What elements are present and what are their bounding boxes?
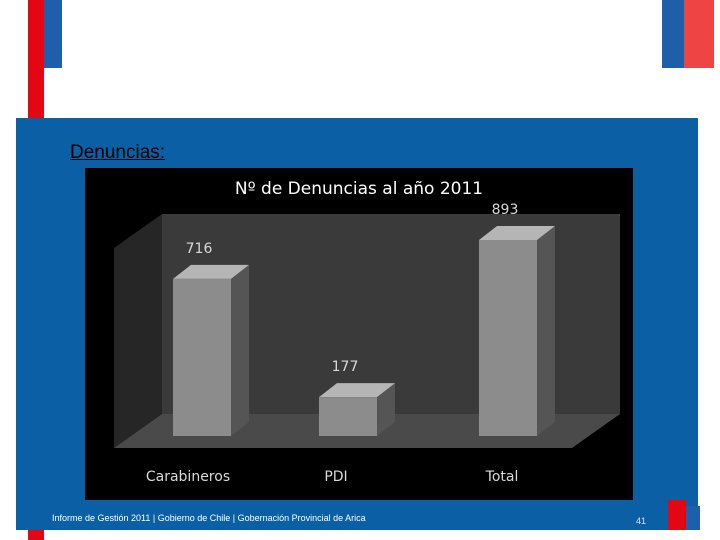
category-label: PDI	[324, 469, 347, 485]
brand-block-red	[684, 0, 714, 68]
bar-top	[319, 383, 395, 398]
bar-side	[231, 264, 249, 436]
category-label: Carabineros	[146, 469, 230, 485]
footer-text: Informe de Gestión 2011 | Gobierno de Ch…	[52, 513, 366, 523]
bar-side	[537, 226, 555, 436]
bar	[479, 240, 537, 436]
bar	[173, 278, 231, 436]
page-number: 41	[636, 516, 647, 526]
data-label: 177	[332, 359, 359, 375]
brand-block-blue	[662, 0, 684, 68]
chart-area: Nº de Denuncias al año 2011 716 Carabiner…	[85, 168, 633, 500]
bar	[319, 397, 377, 436]
section-heading: Denuncias:	[70, 142, 166, 163]
data-label: 893	[492, 202, 519, 218]
data-label: 716	[186, 241, 213, 257]
brand-mark-blue	[686, 506, 700, 530]
bar-top	[173, 264, 249, 279]
bar-chart: Nº de Denuncias al año 2011 716 Carabiner…	[114, 179, 620, 485]
category-label: Total	[485, 469, 519, 485]
bar-side	[377, 383, 395, 436]
brand-mark-red	[668, 500, 686, 530]
chart-title: Nº de Denuncias al año 2011	[235, 179, 483, 199]
chart-side-wall	[114, 214, 162, 448]
bar-top	[479, 226, 555, 240]
